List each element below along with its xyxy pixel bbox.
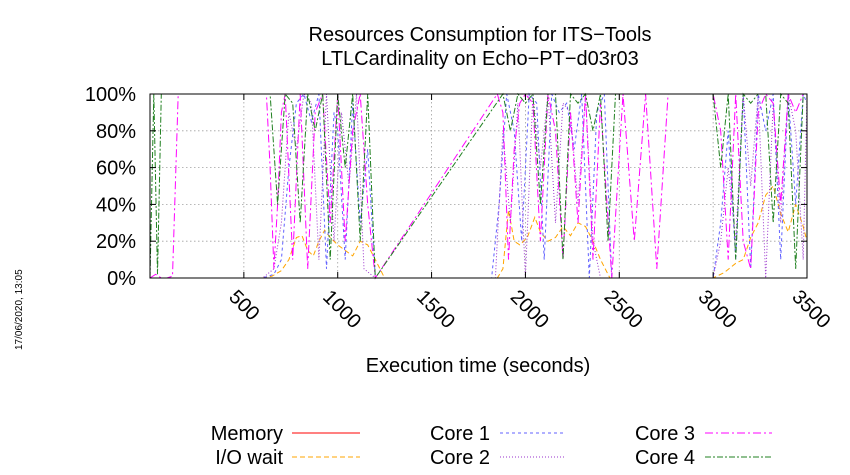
legend-label: I/O wait bbox=[215, 447, 283, 469]
legend-label: Core 1 bbox=[430, 423, 490, 445]
x-tick-label: 1000 bbox=[318, 286, 365, 333]
y-tick-label: 0% bbox=[107, 268, 136, 290]
chart-title: Resources Consumption for ITS−Tools bbox=[309, 24, 652, 46]
x-tick-label: 1500 bbox=[412, 286, 459, 333]
grid-lines bbox=[150, 94, 807, 278]
y-tick-label: 100% bbox=[85, 84, 136, 106]
series-line-core-3 bbox=[149, 92, 807, 280]
legend-label: Core 2 bbox=[430, 447, 490, 469]
series-line-core-4 bbox=[149, 92, 807, 280]
legend-label: Memory bbox=[211, 423, 283, 445]
series-line-core-2 bbox=[150, 92, 808, 279]
legend-label: Core 3 bbox=[635, 423, 695, 445]
x-tick-label: 3000 bbox=[694, 286, 741, 333]
legend-label: Core 4 bbox=[635, 447, 695, 469]
y-tick-label: 60% bbox=[96, 158, 136, 180]
y-tick-label: 20% bbox=[96, 231, 136, 253]
side-stamp: 17/06/2020, 13:05 bbox=[14, 269, 25, 350]
plot-frame bbox=[149, 93, 808, 279]
x-tick-label: 3500 bbox=[787, 286, 834, 333]
legend: Memory Core 1 Core 3 I/O wait Core 2 Core 4 bbox=[211, 423, 772, 469]
series-line-i-o-wait bbox=[150, 184, 808, 279]
series-lines bbox=[149, 92, 808, 280]
x-tick-label: 2500 bbox=[600, 286, 647, 333]
series-line-core-1 bbox=[150, 92, 808, 279]
chart-subtitle: LTLCardinality on Echo−PT−d03r03 bbox=[321, 48, 639, 70]
x-axis-label: Execution time (seconds) bbox=[366, 355, 591, 377]
x-tick-label: 500 bbox=[224, 286, 263, 325]
y-tick-label: 80% bbox=[96, 121, 136, 143]
x-tick-label: 2000 bbox=[506, 286, 553, 333]
y-tick-label: 40% bbox=[96, 194, 136, 216]
